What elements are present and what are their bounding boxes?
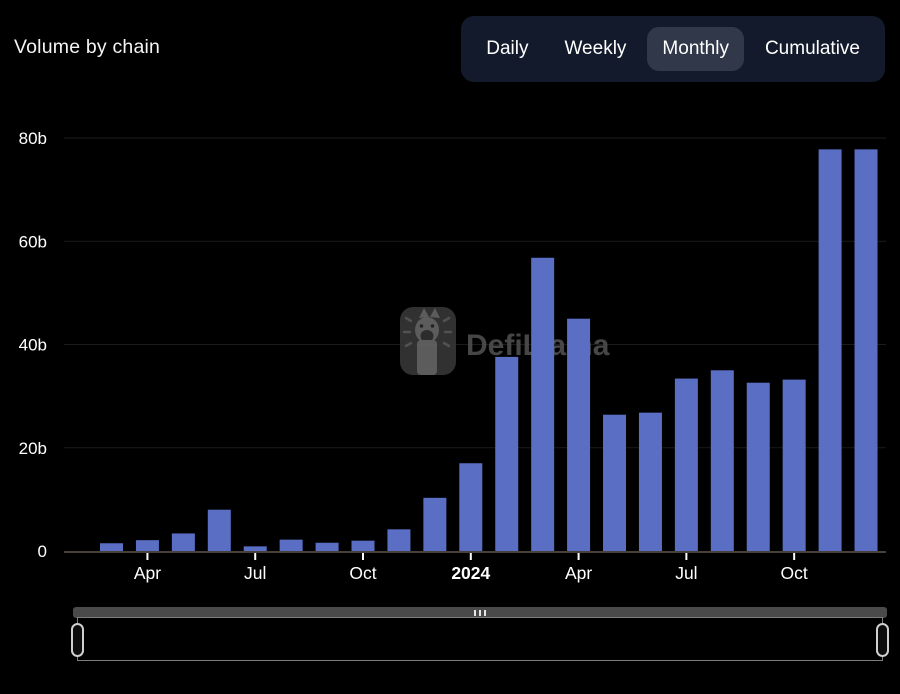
bar-nov-2024[interactable] <box>818 149 842 552</box>
bar-jan-2024[interactable] <box>459 463 483 551</box>
slider-track[interactable] <box>73 607 887 618</box>
x-axis-label-oct: Oct <box>781 563 808 583</box>
bar-mar-2024[interactable] <box>531 257 555 551</box>
bar-apr-2023[interactable] <box>135 540 159 551</box>
drag-grip-icon[interactable] <box>473 609 488 616</box>
bar-aug-2023[interactable] <box>279 539 303 551</box>
bar-oct-2023[interactable] <box>351 540 375 551</box>
bar-apr-2024[interactable] <box>567 318 591 551</box>
tab-monthly[interactable]: Monthly <box>647 27 744 71</box>
sparkle-dash <box>442 316 451 323</box>
x-axis-label-apr: Apr <box>134 563 161 583</box>
slider-selection-window[interactable] <box>77 617 883 661</box>
x-axis-label-jul: Jul <box>675 563 697 583</box>
bar-jun-2024[interactable] <box>638 412 662 551</box>
y-axis-label: 80b <box>19 129 47 148</box>
tab-weekly[interactable]: Weekly <box>549 27 641 71</box>
sparkle-dash <box>404 341 413 348</box>
bar-nov-2023[interactable] <box>387 529 411 551</box>
page-title: Volume by chain <box>14 36 161 58</box>
y-axis-label: 0 <box>38 542 47 561</box>
bar-dec-2024[interactable] <box>854 149 878 552</box>
bar-jun-2023[interactable] <box>207 509 231 551</box>
x-axis-label-apr: Apr <box>565 563 592 583</box>
slider-handle-left[interactable] <box>71 623 84 657</box>
bar-aug-2024[interactable] <box>710 370 734 551</box>
bar-may-2023[interactable] <box>171 533 195 551</box>
bar-may-2024[interactable] <box>603 414 627 551</box>
y-axis-label: 60b <box>19 232 47 251</box>
tab-cumulative[interactable]: Cumulative <box>750 27 875 71</box>
volume-chart: 020b40b60b80bDefiLlamaAprJulOct2024AprJu… <box>19 129 886 583</box>
slider-handle-right[interactable] <box>876 623 889 657</box>
sparkle-dash <box>404 316 413 323</box>
bar-oct-2024[interactable] <box>782 379 806 551</box>
x-axis-label-2024: 2024 <box>451 563 490 583</box>
bar-jul-2024[interactable] <box>674 378 698 551</box>
bar-mar-2023[interactable] <box>100 543 123 551</box>
sparkle-dash <box>442 341 451 348</box>
period-tabs: Daily Weekly Monthly Cumulative <box>461 16 885 82</box>
tab-daily[interactable]: Daily <box>471 27 543 71</box>
y-axis-label: 20b <box>19 439 47 458</box>
bar-feb-2024[interactable] <box>495 356 519 551</box>
bar-sep-2024[interactable] <box>746 382 770 551</box>
bar-jul-2023[interactable] <box>243 546 267 551</box>
bar-dec-2023[interactable] <box>423 497 447 551</box>
y-axis-label: 40b <box>19 336 47 355</box>
bar-sep-2023[interactable] <box>315 542 339 551</box>
x-axis-label-oct: Oct <box>349 563 376 583</box>
x-axis-label-jul: Jul <box>244 563 266 583</box>
